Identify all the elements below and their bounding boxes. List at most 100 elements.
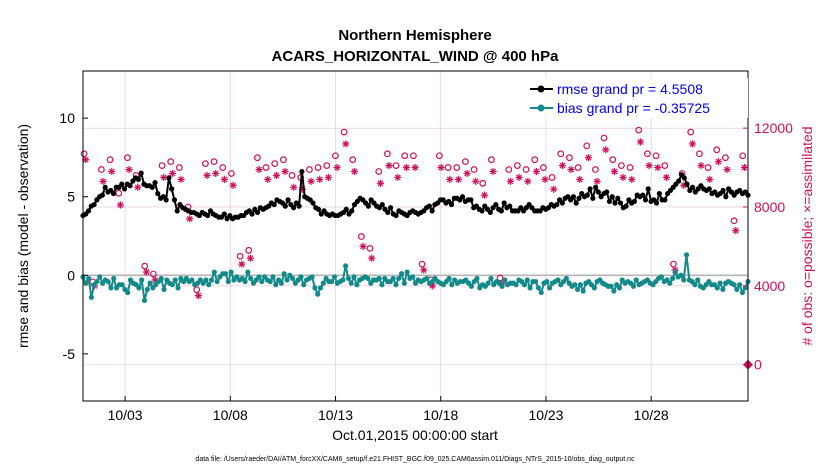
possible-point: [271, 160, 279, 168]
possible-point: [453, 164, 461, 171]
rmse-point: [149, 184, 155, 190]
rmse-point: [468, 197, 474, 203]
assimilated-point: [489, 167, 497, 176]
bias-point: [259, 278, 265, 285]
bias-point: [144, 286, 150, 293]
bias-point: [158, 275, 164, 282]
possible-point: [539, 164, 547, 171]
bias-point: [667, 280, 673, 286]
bias-point: [331, 274, 338, 280]
bias-point: [563, 275, 569, 282]
bias-point: [396, 275, 402, 282]
rmse-point: [576, 195, 582, 201]
assimilated-point: [411, 163, 419, 172]
rmse-point: [296, 203, 302, 209]
bias-point: [410, 274, 416, 280]
rmse-point: [315, 206, 322, 212]
rmse-point: [91, 201, 97, 208]
bias-point: [742, 285, 748, 291]
possible-point: [375, 168, 383, 175]
bias-point: [591, 285, 597, 291]
rmse-point: [310, 200, 316, 206]
bias-point: [94, 278, 100, 285]
assimilated-point: [177, 175, 185, 183]
bias-point: [468, 283, 474, 289]
rmse-point: [221, 211, 227, 217]
assimilated-point: [255, 165, 263, 174]
rmse-point: [429, 208, 435, 214]
rmse-point: [121, 186, 128, 192]
assimilated-point: [333, 163, 341, 172]
bias-point: [608, 283, 614, 289]
bias-point: [172, 277, 178, 283]
bias-point: [222, 271, 229, 277]
bias-point: [136, 285, 142, 291]
possible-point: [305, 166, 313, 173]
rmse-point: [487, 209, 493, 216]
bias-point: [298, 274, 304, 280]
possible-point: [505, 166, 513, 173]
assimilated-point: [160, 173, 168, 182]
bias-point: [449, 282, 455, 288]
rmse-point: [662, 197, 668, 203]
assimilated-point: [324, 173, 333, 182]
possible-point: [219, 164, 227, 171]
assimilated-point: [636, 138, 645, 146]
possible-point: [392, 162, 400, 169]
assimilated-point: [515, 173, 523, 182]
rmse-point: [676, 178, 682, 184]
bias-point: [203, 277, 209, 283]
bias-point: [312, 285, 318, 291]
plot-frame: [82, 70, 749, 402]
rmse-point: [127, 183, 133, 189]
possible-point: [670, 260, 677, 268]
possible-point: [158, 162, 166, 169]
bias-point: [379, 282, 385, 288]
rmse-point: [498, 208, 504, 214]
legend-box: [523, 78, 748, 118]
possible-point: [635, 126, 643, 134]
bias-point: [301, 282, 307, 288]
bias-point: [351, 274, 357, 280]
bias-point: [270, 274, 276, 280]
bias-point: [474, 275, 480, 282]
bias-point: [88, 294, 94, 300]
possible-point: [149, 270, 157, 278]
assimilated-point: [116, 201, 125, 209]
bias-point: [401, 280, 407, 286]
x-tick-label-4: 10/23: [528, 407, 563, 423]
assimilated-point: [610, 167, 619, 176]
rmse-point: [612, 200, 618, 206]
assimilated-point: [281, 167, 289, 176]
possible-point: [323, 162, 331, 169]
possible-point: [444, 164, 452, 171]
assimilated-point: [246, 254, 255, 262]
possible-point: [80, 150, 88, 158]
assimilated-point: [229, 181, 237, 189]
assimilated-point: [402, 163, 411, 172]
rmse-point: [138, 170, 144, 176]
possible-point: [513, 162, 521, 169]
assimilated-point: [272, 171, 281, 180]
bias-point: [248, 275, 254, 282]
bias-point: [572, 282, 578, 288]
rmse-point: [559, 200, 565, 206]
rmse-point: [593, 184, 599, 190]
possible-point: [383, 150, 391, 158]
possible-point: [522, 166, 530, 173]
assimilated-point: [446, 175, 454, 183]
rmse-point: [573, 200, 579, 206]
bias-point: [119, 282, 125, 288]
possible-point: [401, 152, 409, 160]
x-tick-label-1: 10/08: [213, 407, 248, 423]
possible-point: [704, 164, 712, 171]
assimilated-point: [472, 177, 480, 185]
assimilated-point: [212, 169, 220, 178]
rmse-point: [426, 203, 432, 209]
rmse-point: [205, 212, 211, 219]
bias-point: [125, 289, 131, 296]
possible-point: [210, 158, 218, 166]
bias-point: [354, 282, 360, 288]
rmse-point: [706, 186, 712, 192]
possible-point: [279, 156, 287, 164]
